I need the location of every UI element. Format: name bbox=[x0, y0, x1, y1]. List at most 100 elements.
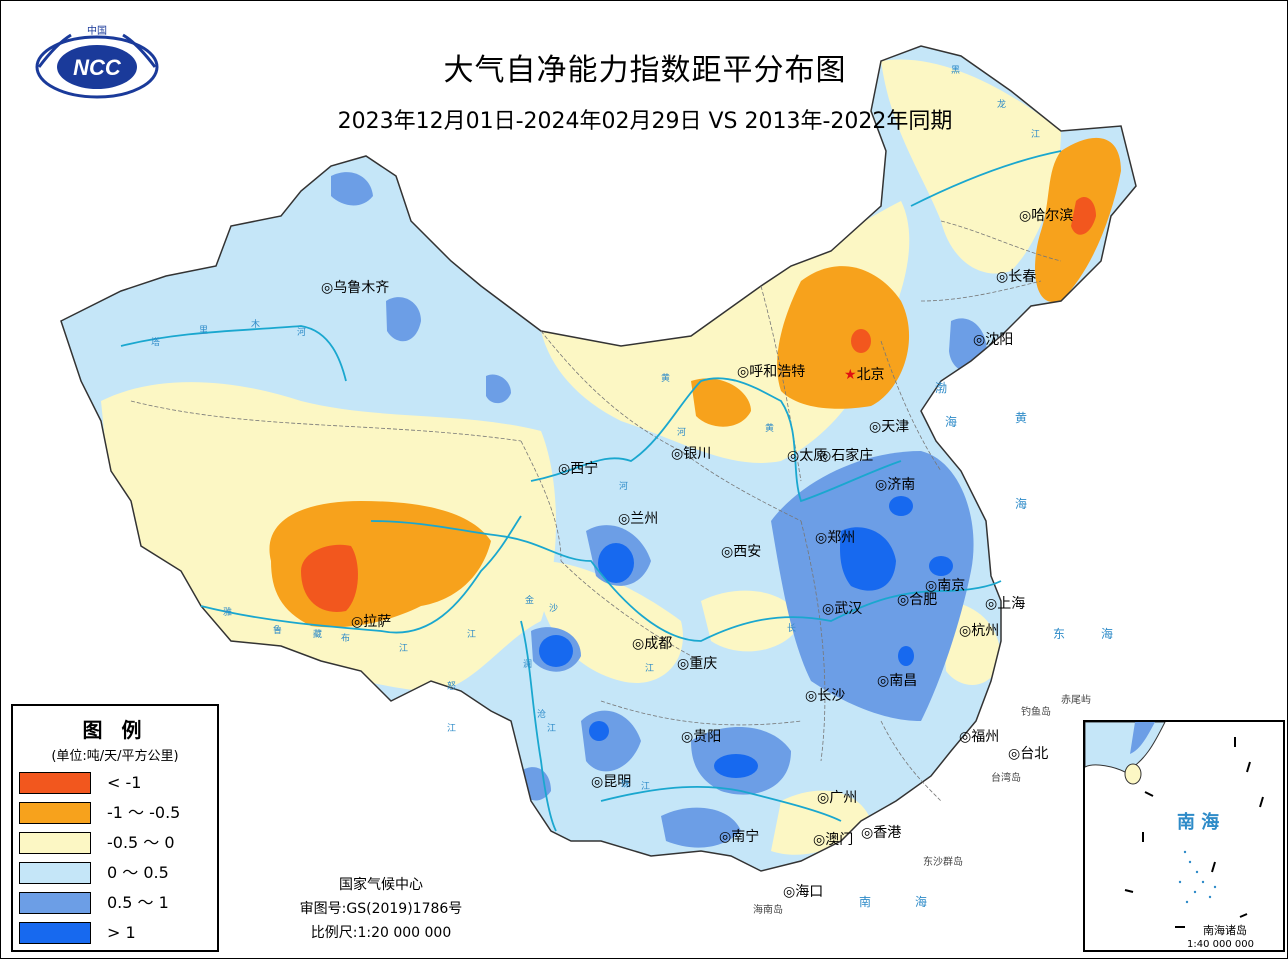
river-label: 澜 bbox=[523, 660, 533, 670]
city-marker-icon: ◎ bbox=[805, 688, 818, 704]
city-name: 杭州 bbox=[971, 623, 1000, 639]
city-name: 石家庄 bbox=[831, 448, 874, 464]
river-label: 鲁 bbox=[273, 626, 283, 636]
legend-swatch bbox=[19, 802, 91, 824]
city-label: ◎贵阳 bbox=[681, 726, 721, 746]
sea-label: 海 bbox=[915, 895, 928, 909]
legend-title: 图 例 bbox=[82, 718, 148, 742]
city-label: ◎台北 bbox=[1008, 743, 1048, 763]
city-marker-icon: ◎ bbox=[558, 461, 571, 477]
sea-label: 海 bbox=[1015, 497, 1028, 511]
city-label: ◎西宁 bbox=[558, 458, 598, 478]
city-label: ◎重庆 bbox=[677, 653, 717, 673]
city-name: 广州 bbox=[829, 790, 858, 806]
river-label: 沧 bbox=[537, 710, 547, 720]
city-label: ◎沈阳 bbox=[973, 329, 1013, 349]
river-label: 江 bbox=[547, 724, 557, 734]
city-name: 天津 bbox=[881, 419, 910, 435]
river-label: 怒 bbox=[447, 682, 457, 692]
map-credits: 国家气候中心 审图号:GS(2019)1786号 比例尺:1:20 000 00… bbox=[251, 873, 511, 945]
legend-item: 0 ～ 0.5 bbox=[19, 862, 209, 884]
city-marker-icon: ◎ bbox=[822, 601, 835, 617]
map-title: 大气自净能力指数距平分布图 bbox=[443, 53, 847, 88]
river-label: 江 bbox=[641, 782, 651, 792]
city-marker-icon: ◎ bbox=[925, 578, 938, 594]
city-label: ★北京 bbox=[844, 364, 885, 384]
city-name: 沈阳 bbox=[985, 332, 1014, 348]
city-name: 海口 bbox=[795, 884, 824, 900]
city-marker-icon: ◎ bbox=[897, 592, 910, 608]
river-label: 江 bbox=[467, 630, 477, 640]
city-marker-icon: ◎ bbox=[959, 623, 972, 639]
legend-label: 0 ～ 0.5 bbox=[107, 863, 169, 882]
city-marker-icon: ◎ bbox=[996, 269, 1009, 285]
city-name: 武汉 bbox=[834, 601, 863, 617]
city-name: 济南 bbox=[887, 477, 916, 493]
city-label: ◎福州 bbox=[959, 726, 999, 746]
capital-star-icon: ★ bbox=[844, 367, 857, 383]
legend-swatch bbox=[19, 922, 91, 944]
city-marker-icon: ◎ bbox=[719, 829, 732, 845]
south-china-sea-inset: 南 海 南海诸岛 1:40 000 000 bbox=[1083, 720, 1285, 952]
sea-label: 黄 bbox=[1015, 411, 1028, 425]
city-marker-icon: ◎ bbox=[632, 636, 645, 652]
city-label: ◎乌鲁木齐 bbox=[321, 277, 389, 297]
city-name: 呼和浩特 bbox=[749, 364, 806, 380]
river-label: 长 bbox=[787, 624, 797, 634]
city-name: 西宁 bbox=[570, 461, 599, 477]
city-label: ◎上海 bbox=[985, 593, 1025, 613]
city-name: 成都 bbox=[644, 636, 673, 652]
city-marker-icon: ◎ bbox=[819, 448, 832, 464]
map-legend: 图 例 (单位:吨/天/平方公里) < -1 -1 ～ -0.5 -0.5 ～ … bbox=[11, 704, 219, 952]
city-marker-icon: ◎ bbox=[737, 364, 750, 380]
river-label: 沙 bbox=[549, 604, 559, 614]
city-label: ◎合肥 bbox=[897, 589, 937, 609]
city-label: ◎南宁 bbox=[719, 826, 759, 846]
city-label: ◎澳门 bbox=[813, 829, 853, 849]
sea-label: 东 bbox=[1053, 627, 1066, 641]
river-label: 金 bbox=[525, 596, 535, 606]
river-label: 布 bbox=[341, 634, 351, 644]
city-marker-icon: ◎ bbox=[815, 530, 828, 546]
river-label: 珠 bbox=[621, 780, 631, 790]
ncc-logo: NCC 中国 bbox=[35, 24, 159, 99]
city-name: 上海 bbox=[997, 596, 1026, 612]
city-marker-icon: ◎ bbox=[959, 729, 972, 745]
city-marker-icon: ◎ bbox=[721, 544, 734, 560]
city-label: ◎太原 bbox=[787, 445, 827, 465]
city-label: ◎武汉 bbox=[822, 598, 862, 618]
river-label: 黄 bbox=[661, 374, 671, 384]
city-name: 合肥 bbox=[909, 592, 938, 608]
city-marker-icon: ◎ bbox=[681, 729, 694, 745]
sea-label: 南 bbox=[859, 895, 872, 909]
city-marker-icon: ◎ bbox=[817, 790, 830, 806]
city-name: 长沙 bbox=[817, 688, 846, 704]
city-label: ◎长沙 bbox=[805, 685, 845, 705]
city-name: 太原 bbox=[799, 448, 828, 464]
city-marker-icon: ◎ bbox=[618, 511, 631, 527]
city-name: 贵阳 bbox=[693, 729, 722, 745]
city-label: ◎杭州 bbox=[959, 620, 999, 640]
inset-scale-label: 1:40 000 000 bbox=[1187, 939, 1254, 950]
legend-swatch bbox=[19, 772, 91, 794]
city-marker-icon: ◎ bbox=[813, 832, 826, 848]
city-marker-icon: ◎ bbox=[671, 446, 684, 462]
city-label: ◎银川 bbox=[671, 443, 711, 463]
city-marker-icon: ◎ bbox=[877, 673, 890, 689]
city-name: 台北 bbox=[1020, 746, 1049, 762]
island-label: 钓鱼岛 bbox=[1021, 707, 1051, 718]
sea-label: 渤 bbox=[935, 381, 948, 395]
legend-item: -0.5 ～ 0 bbox=[19, 832, 209, 854]
river-label: 江 bbox=[399, 644, 409, 654]
city-name: 乌鲁木齐 bbox=[333, 280, 390, 296]
city-marker-icon: ◎ bbox=[787, 448, 800, 464]
legend-label: -0.5 ～ 0 bbox=[107, 833, 175, 852]
city-label: ◎成都 bbox=[632, 633, 672, 653]
city-name: 西安 bbox=[733, 544, 762, 560]
inset-map: 南 海 南海诸岛 1:40 000 000 bbox=[1085, 722, 1264, 950]
city-name: 澳门 bbox=[825, 832, 854, 848]
city-name: 南京 bbox=[937, 578, 966, 594]
city-name: 重庆 bbox=[689, 656, 718, 672]
city-label: ◎拉萨 bbox=[351, 611, 391, 631]
